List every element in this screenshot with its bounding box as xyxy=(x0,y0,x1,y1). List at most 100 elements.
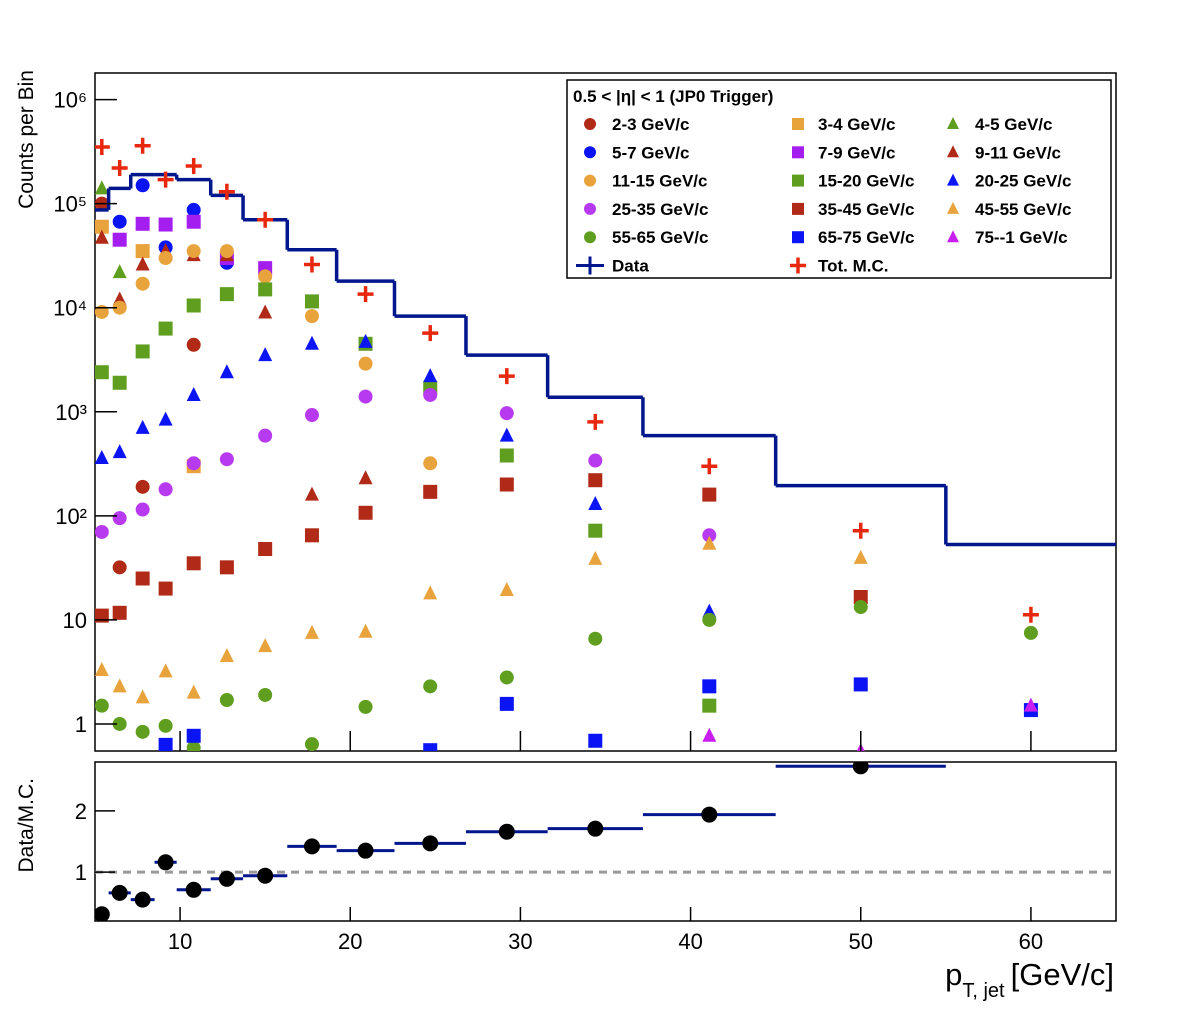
legend-box xyxy=(566,79,1112,279)
marker-triangle xyxy=(588,495,603,510)
marker-circle xyxy=(219,692,234,707)
marker-triangle xyxy=(158,663,173,678)
legend-swatch xyxy=(792,231,804,244)
legend-label: 5-7 GeV/c xyxy=(612,143,690,162)
y-axis-label: Counts per Bin xyxy=(15,70,38,209)
marker-circle xyxy=(186,202,201,217)
legend-swatch xyxy=(584,118,596,130)
marker-circle xyxy=(702,612,717,627)
legend-swatch xyxy=(947,117,959,129)
marker-circle xyxy=(258,687,273,702)
legend-label: Data xyxy=(612,257,649,276)
marker-triangle xyxy=(304,335,319,350)
legend-title: 0.5 < |η| < 1 (JP0 Trigger) xyxy=(573,87,773,106)
ratio-y-axis-label: Data/M.C. xyxy=(15,778,38,873)
marker-cross xyxy=(134,137,151,154)
marker-square xyxy=(423,743,438,751)
marker-square xyxy=(186,556,201,571)
legend-swatch xyxy=(947,201,959,214)
marker-circle xyxy=(358,389,373,404)
legend-label: 2-3 GeV/c xyxy=(612,115,690,134)
marker-circle xyxy=(853,600,868,615)
marker-cross xyxy=(257,211,274,228)
marker-circle xyxy=(303,838,320,855)
marker-circle xyxy=(219,244,234,259)
marker-cross xyxy=(1022,606,1039,623)
marker-square xyxy=(423,484,438,499)
marker-circle xyxy=(588,631,603,646)
marker-circle xyxy=(158,718,173,733)
x-tick-label: 50 xyxy=(849,929,873,954)
marker-triangle xyxy=(219,648,234,663)
marker-circle xyxy=(112,560,127,575)
y-tick-label: 10³ xyxy=(55,400,87,425)
marker-circle xyxy=(95,698,109,713)
marker-square xyxy=(702,698,717,713)
marker-square xyxy=(186,728,201,743)
legend-label: Tot. M.C. xyxy=(818,257,889,276)
marker-triangle xyxy=(95,449,109,464)
marker-circle xyxy=(422,835,439,852)
marker-circle xyxy=(186,244,201,259)
marker-square xyxy=(588,523,603,538)
marker-cross xyxy=(357,286,374,303)
legend-label: 9-11 GeV/c xyxy=(975,143,1061,162)
legend-swatch xyxy=(792,174,804,187)
marker-circle xyxy=(135,724,150,739)
marker-square xyxy=(158,581,173,596)
x-axis-label: pT, jet [GeV/c] xyxy=(945,957,1114,1002)
marker-triangle xyxy=(423,368,438,383)
y-tick-label: 2 xyxy=(75,799,87,824)
marker-triangle xyxy=(258,347,273,362)
marker-square xyxy=(112,232,127,247)
marker-circle xyxy=(95,304,109,319)
marker-triangle xyxy=(1023,697,1038,712)
marker-triangle xyxy=(112,264,127,279)
marker-triangle xyxy=(702,535,717,550)
marker-triangle xyxy=(258,638,273,653)
marker-square xyxy=(258,542,273,557)
marker-circle xyxy=(135,276,150,291)
marker-circle xyxy=(186,740,201,751)
legend-swatch xyxy=(947,145,959,158)
x-tick-label: 60 xyxy=(1019,929,1043,954)
marker-circle xyxy=(158,251,173,266)
legend-label: 15-20 GeV/c xyxy=(818,172,914,191)
legend-label: 7-9 GeV/c xyxy=(818,143,896,162)
legend-swatch xyxy=(584,231,596,244)
marker-triangle xyxy=(358,333,373,348)
marker-circle xyxy=(158,482,173,497)
marker-cross xyxy=(95,139,110,156)
marker-triangle xyxy=(186,684,201,699)
marker-square xyxy=(158,217,173,232)
marker-circle xyxy=(95,906,110,921)
marker-triangle xyxy=(358,470,373,485)
marker-circle xyxy=(702,528,717,543)
legend-swatch xyxy=(792,202,804,215)
marker-cross xyxy=(587,413,604,430)
legend-label: 4-5 GeV/c xyxy=(975,115,1053,134)
marker-circle xyxy=(499,406,514,421)
bottom-frame xyxy=(94,761,1117,922)
marker-circle xyxy=(852,762,869,775)
top-plot-area xyxy=(95,137,1116,751)
marker-cross xyxy=(185,157,202,174)
marker-circle xyxy=(157,854,174,871)
marker-square xyxy=(304,528,319,543)
marker-circle xyxy=(423,387,438,402)
marker-square xyxy=(853,590,868,605)
marker-circle xyxy=(258,269,273,284)
marker-triangle xyxy=(95,180,109,195)
y-tick-label: 10⁶ xyxy=(53,88,87,113)
marker-circle xyxy=(134,891,151,908)
marker-square xyxy=(112,605,127,620)
marker-triangle xyxy=(423,585,438,600)
marker-circle xyxy=(112,511,127,526)
marker-circle xyxy=(357,842,374,859)
marker-circle xyxy=(112,214,127,229)
marker-square xyxy=(135,216,150,231)
marker-triangle xyxy=(95,662,109,677)
marker-square xyxy=(95,608,109,623)
marker-circle xyxy=(218,870,235,887)
